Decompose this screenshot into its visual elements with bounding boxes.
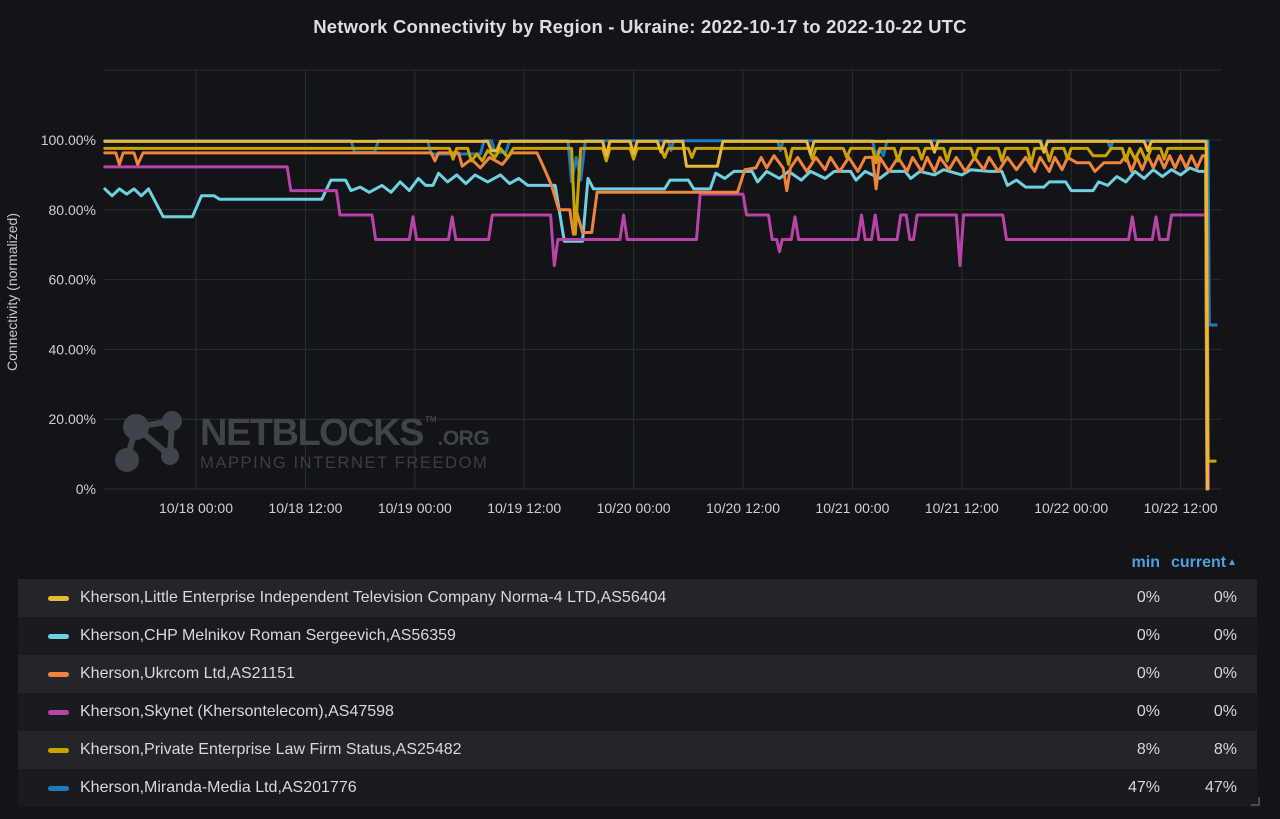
series-line <box>103 165 1210 491</box>
connectivity-chart[interactable]: 0% 20.00% 40.00% 60.00% 80.00% 100.00% 10/18 0… <box>0 0 1280 540</box>
series-lines <box>103 139 1218 491</box>
svg-text:20.00%: 20.00% <box>49 411 96 427</box>
legend-row[interactable]: Kherson,CHP Melnikov Roman Sergeevich,AS… <box>18 617 1257 655</box>
series-label: Kherson,Skynet (Khersontelecom),AS47598 <box>80 703 394 720</box>
series-min-value: 0% <box>1136 627 1160 644</box>
legend-sort-current[interactable]: current▲ <box>1170 553 1237 571</box>
series-min-value: 8% <box>1136 741 1160 758</box>
legend-row[interactable]: Kherson,Skynet (Khersontelecom),AS47598 … <box>18 693 1257 731</box>
legend-sort-min[interactable]: min <box>1131 553 1160 571</box>
svg-text:10/19 12:00: 10/19 12:00 <box>487 500 561 516</box>
series-min-value: 0% <box>1136 589 1160 606</box>
netblocks-watermark: NETBLOCKS TM .ORG MAPPING INTERNET FREED… <box>112 406 490 480</box>
series-current-value: 8% <box>1213 741 1237 758</box>
svg-text:60.00%: 60.00% <box>49 272 96 288</box>
series-current-value: 0% <box>1213 589 1237 606</box>
series-color-swatch <box>48 633 69 639</box>
series-label: Kherson,Ukrcom Ltd,AS21151 <box>80 665 295 682</box>
legend-rows: Kherson,Little Enterprise Independent Te… <box>18 579 1257 807</box>
svg-text:100.00%: 100.00% <box>41 132 96 148</box>
series-color-swatch <box>48 671 69 677</box>
netblocks-logo-icon <box>115 411 182 472</box>
svg-text:10/22 12:00: 10/22 12:00 <box>1144 500 1218 516</box>
panel-resize-handle[interactable] <box>1251 797 1260 806</box>
series-min-value: 0% <box>1136 703 1160 720</box>
watermark-brand: NETBLOCKS <box>200 412 424 455</box>
legend-row[interactable]: Kherson,Private Enterprise Law Firm Stat… <box>18 731 1257 769</box>
series-current-value: 0% <box>1213 703 1237 720</box>
svg-text:10/19 00:00: 10/19 00:00 <box>378 500 452 516</box>
series-line <box>103 151 1209 491</box>
series-line <box>103 139 1209 491</box>
svg-text:10/18 00:00: 10/18 00:00 <box>159 500 233 516</box>
svg-text:10/21 00:00: 10/21 00:00 <box>815 500 889 516</box>
svg-text:10/20 12:00: 10/20 12:00 <box>706 500 780 516</box>
watermark-tm: TM <box>424 415 437 425</box>
legend-table: min current▲ Kherson,Little Enterprise I… <box>18 546 1257 807</box>
series-min-value: 0% <box>1136 665 1160 682</box>
series-label: Kherson,CHP Melnikov Roman Sergeevich,AS… <box>80 627 456 644</box>
series-line <box>103 166 1209 491</box>
series-current-value: 0% <box>1213 627 1237 644</box>
svg-text:0%: 0% <box>76 481 96 497</box>
series-min-value: 47% <box>1127 779 1160 796</box>
svg-text:10/18 12:00: 10/18 12:00 <box>268 500 342 516</box>
svg-text:10/20 00:00: 10/20 00:00 <box>597 500 671 516</box>
series-current-value: 47% <box>1204 779 1237 796</box>
series-current-value: 0% <box>1213 665 1237 682</box>
legend-row[interactable]: Kherson,Miranda-Media Ltd,AS201776 47% 4… <box>18 769 1257 807</box>
series-color-swatch <box>48 709 69 715</box>
legend-header: min current▲ <box>18 546 1257 579</box>
watermark-tagline: MAPPING INTERNET FREEDOM <box>200 454 489 473</box>
legend-row[interactable]: Kherson,Ukrcom Ltd,AS21151 0% 0% <box>18 655 1257 693</box>
y-axis-title: Connectivity (normalized) <box>4 213 20 371</box>
series-label: Kherson,Little Enterprise Independent Te… <box>80 589 667 606</box>
svg-text:80.00%: 80.00% <box>49 202 96 218</box>
series-color-swatch <box>48 595 69 601</box>
axis-tick-labels: 0% 20.00% 40.00% 60.00% 80.00% 100.00% 10/18 0… <box>41 132 1218 516</box>
svg-text:10/21 12:00: 10/21 12:00 <box>925 500 999 516</box>
series-line <box>103 146 1217 463</box>
sort-ascending-icon: ▲ <box>1227 556 1237 568</box>
page-title: Network Connectivity by Region - Ukraine… <box>313 16 967 37</box>
watermark-tld: .ORG <box>437 427 490 451</box>
series-color-swatch <box>48 785 69 791</box>
svg-text:10/22 00:00: 10/22 00:00 <box>1034 500 1108 516</box>
series-label: Kherson,Private Enterprise Law Firm Stat… <box>80 741 462 758</box>
series-color-swatch <box>48 747 69 753</box>
legend-row[interactable]: Kherson,Little Enterprise Independent Te… <box>18 579 1257 617</box>
series-label: Kherson,Miranda-Media Ltd,AS201776 <box>80 779 357 796</box>
svg-text:40.00%: 40.00% <box>49 341 96 357</box>
